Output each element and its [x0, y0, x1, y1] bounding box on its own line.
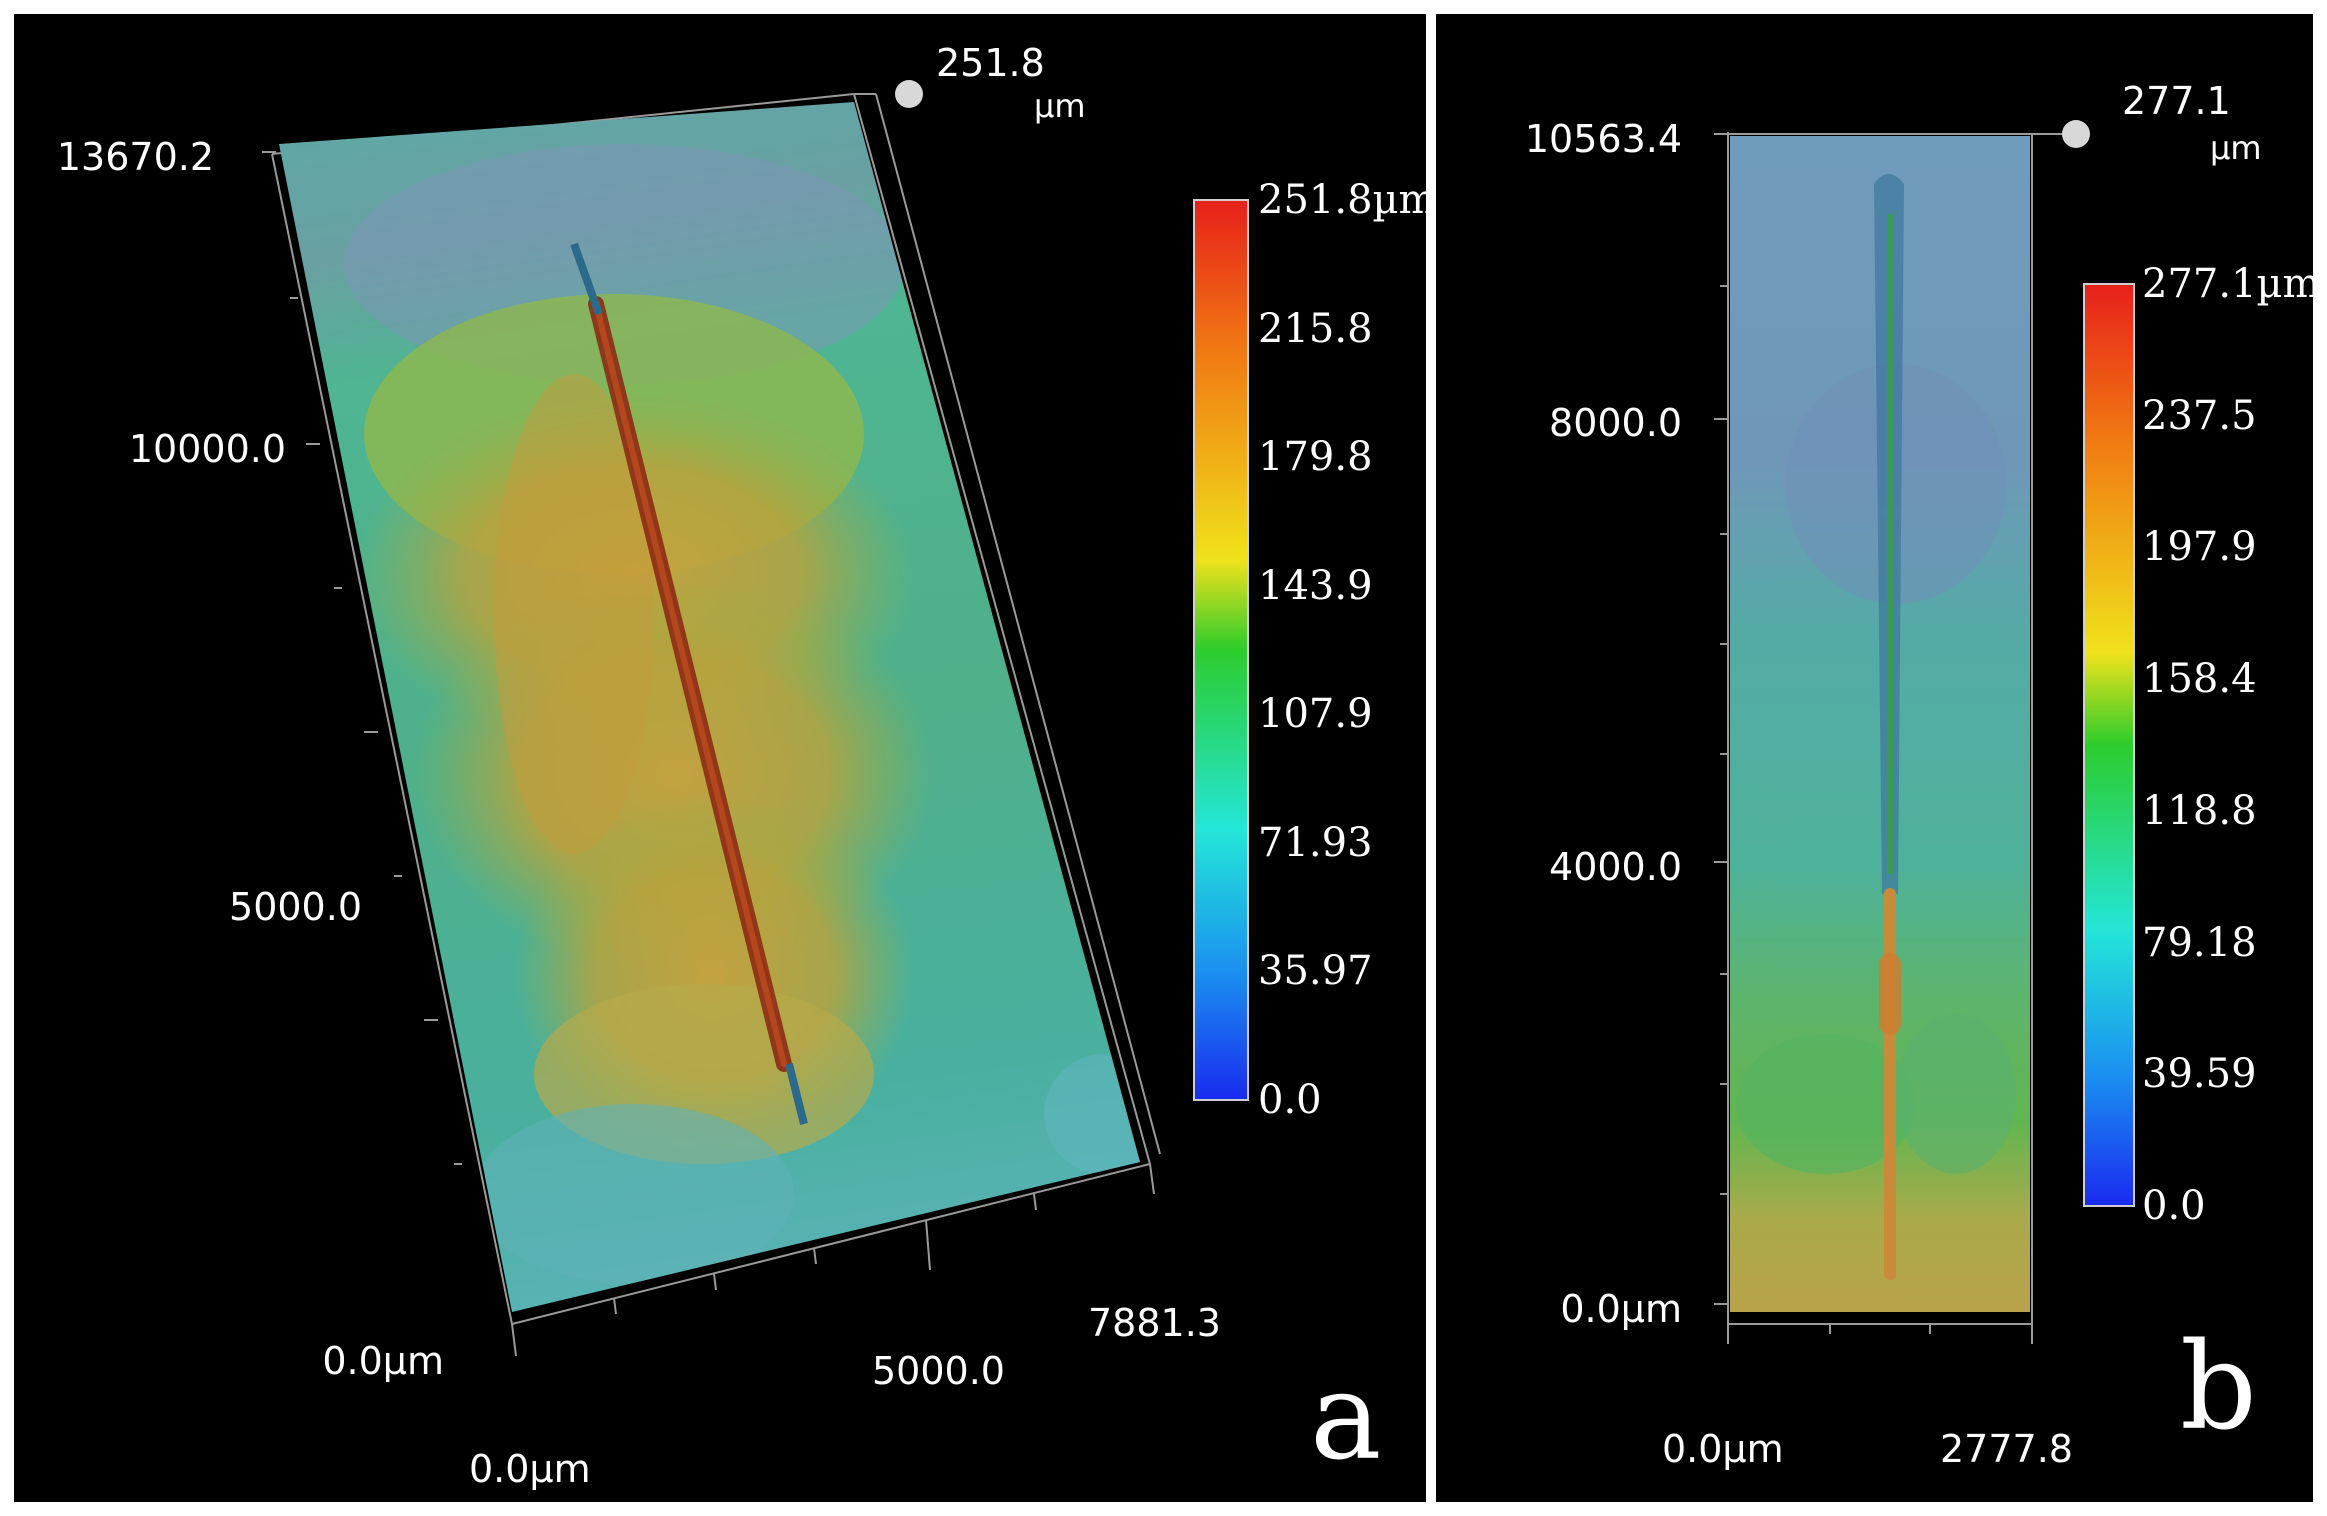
panel-b-zmax-unit: µm — [2210, 129, 2262, 167]
panel-a-colorbar-label: 179.8 — [1258, 434, 1373, 480]
panel-a-colorbar-label: 71.93 — [1258, 820, 1373, 866]
panel-b-y-tick-origin: 0.0µm — [1560, 1287, 1682, 1331]
panel-b-colorbar-label: 158.4 — [2142, 656, 2257, 702]
panel-a-y-tick-top: 13670.2 — [56, 135, 214, 179]
panel-a-colorbar — [1193, 199, 1249, 1101]
panel-a-zmax-unit: µm — [1034, 87, 1086, 125]
panel-b-y-tick-4000: 4000.0 — [1549, 845, 1682, 889]
panel-b-colorbar-label: 39.59 — [2142, 1051, 2257, 1097]
panel-b-zmax-marker — [2062, 120, 2090, 148]
panel-a-graphics — [262, 80, 1249, 1357]
panel-b-colorbar — [2083, 283, 2135, 1207]
panel-b-y-tick-top: 10563.4 — [1524, 117, 1682, 161]
panel-b-y-tick-8000: 8000.0 — [1549, 401, 1682, 445]
panel-b-colorbar-label: 79.18 — [2142, 920, 2257, 966]
panel-a-y-tick-5000: 5000.0 — [229, 885, 362, 929]
panel-b-surface — [1730, 136, 2030, 1312]
panel-a-colorbar-label: 35.97 — [1258, 948, 1373, 994]
panel-a-colorbar-label: 107.9 — [1258, 691, 1373, 737]
panel-a-x-tick-max: 7881.3 — [1088, 1301, 1221, 1345]
panel-a-letter: a — [1310, 1348, 1382, 1487]
panel-b-x-tick-max: 2777.8 — [1940, 1427, 2073, 1471]
panel-a-colorbar-label: 251.8µm — [1258, 177, 1426, 223]
panel-b-zmax-value: 277.1 — [2122, 79, 2231, 123]
panel-b-axes — [1714, 132, 2076, 1344]
panel-b-colorbar-label: 277.1µm — [2142, 261, 2313, 307]
panel-a-colorbar-label: 215.8 — [1258, 306, 1373, 352]
panel-b-colorbar-label: 197.9 — [2142, 524, 2257, 570]
panel-b-colorbar-label: 237.5 — [2142, 393, 2257, 439]
panel-a-y-ticks — [262, 151, 462, 1165]
panel-a-x-ticks — [511, 1163, 1155, 1357]
panel-a-colorbar-label: 143.9 — [1258, 563, 1373, 609]
panel-a-y-tick-10000: 10000.0 — [128, 427, 286, 471]
panel-a-y-tick-origin: 0.0µm — [322, 1339, 444, 1383]
panel-b: 10563.4 8000.0 4000.0 0.0µm 0.0µm 2777.8… — [1436, 14, 2313, 1502]
panel-a-x-tick-5000: 5000.0 — [872, 1349, 1005, 1393]
panel-b-graphics — [1714, 120, 2135, 1344]
panel-b-colorbar-label: 118.8 — [2142, 788, 2257, 834]
panel-a: 13670.2 10000.0 5000.0 0.0µm 0.0µm 5000.… — [14, 14, 1426, 1502]
panel-a-colorbar-label: 0.0 — [1258, 1077, 1322, 1123]
panel-b-x-tick-origin: 0.0µm — [1662, 1427, 1784, 1471]
panel-a-zmax-value: 251.8 — [936, 41, 1045, 85]
panel-b-letter: b — [2180, 1318, 2257, 1457]
panel-a-x-tick-origin: 0.0µm — [469, 1447, 591, 1491]
panel-a-surface — [279, 102, 1140, 1312]
panel-a-zmax-marker — [895, 80, 923, 108]
panel-b-colorbar-label: 0.0 — [2142, 1183, 2206, 1229]
